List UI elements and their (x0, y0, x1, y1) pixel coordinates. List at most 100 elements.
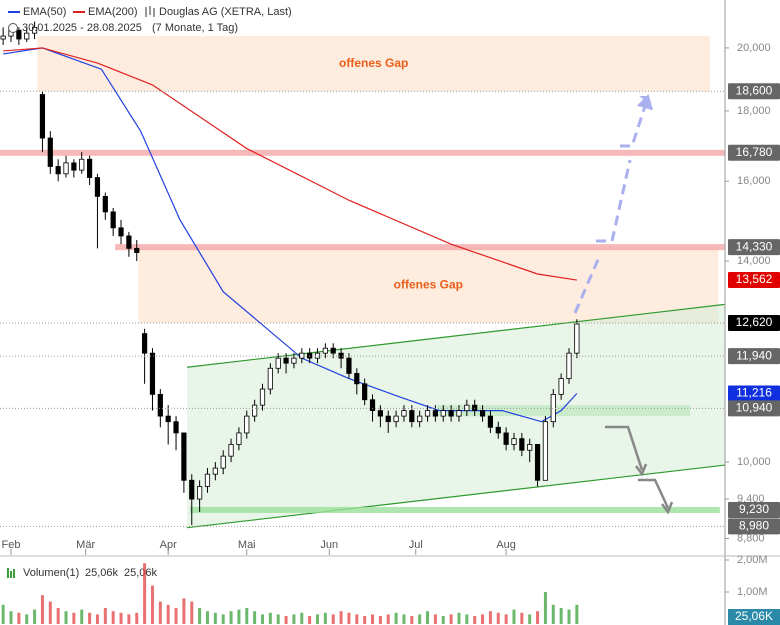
volume-bar (473, 616, 477, 624)
y-tick-label: 20,000 (737, 42, 771, 54)
volume-icon (7, 568, 15, 578)
legend: EMA(50) EMA(200) Douglas AG (XETRA, Last… (7, 6, 292, 579)
candle-body (94, 177, 101, 197)
volume-bar (103, 608, 107, 624)
volume-title: Volumen(1) (23, 567, 79, 579)
volume-bar (253, 611, 257, 624)
volume-bar (64, 611, 68, 624)
level-box (728, 83, 780, 100)
volume-bar (182, 598, 186, 624)
level-box (728, 348, 780, 365)
candle-body (448, 410, 454, 417)
candle-body (275, 357, 281, 369)
x-tick-label: Jun (320, 539, 338, 551)
candle-body (322, 347, 328, 354)
y-tick-label: 18,000 (737, 105, 771, 117)
volume-bar (551, 604, 555, 624)
volume-bar (426, 611, 430, 624)
volume-bar (174, 608, 178, 624)
level-box (728, 144, 780, 161)
x-tick-label: Mär (76, 539, 95, 551)
volume-bar (213, 612, 217, 624)
down-arrow (605, 425, 670, 509)
y-tick-label: 16,000 (737, 175, 771, 187)
volume-bar (40, 595, 44, 624)
volume-bar (150, 585, 154, 624)
volume-bar (371, 614, 375, 624)
level-box (728, 315, 780, 332)
candle-body (173, 421, 179, 434)
volume-bar (135, 612, 139, 624)
volume-bar (25, 614, 29, 624)
candle-icon (145, 6, 155, 17)
candle-body (456, 410, 462, 417)
volume-bar (441, 616, 445, 624)
arrow-head (637, 94, 653, 111)
x-tick-label: Feb (2, 539, 21, 551)
volume-bar (410, 616, 414, 624)
candle-body (362, 383, 368, 401)
level-label: 12,620 (736, 315, 773, 329)
level-box (728, 501, 780, 518)
volume-bar (567, 609, 571, 624)
level-label: 9,230 (739, 502, 769, 516)
volume-bar (88, 612, 92, 624)
candle-body (16, 29, 22, 40)
level-label: 25,06K (735, 609, 773, 623)
candle-body (566, 352, 572, 379)
y-tick-label: 10,000 (737, 456, 771, 468)
candle-body (252, 404, 258, 417)
zone-label: offenes Gap (394, 277, 463, 291)
candle-body (102, 195, 108, 213)
level-label: 16,780 (736, 145, 773, 159)
volume-bar (111, 611, 115, 624)
volume-bar (33, 609, 37, 624)
volume-bar (378, 616, 382, 624)
volume-bar (284, 616, 288, 624)
level-box (728, 272, 780, 289)
volume-bar (158, 601, 162, 624)
volume-readout: 25,06k (124, 567, 158, 579)
volume-bar (308, 616, 312, 624)
candle-body (244, 415, 250, 434)
candle-body (354, 373, 360, 385)
candle-body (63, 162, 69, 175)
candle-body (432, 410, 438, 417)
price-panel: offenes Gap offenes Gap (0, 21, 726, 529)
candle-body (47, 137, 53, 167)
candle-body (181, 432, 187, 481)
level-label: 13,562 (736, 272, 773, 286)
volume-bar (536, 611, 540, 624)
volume-bar (190, 601, 194, 624)
volume-readout: 25,06k (85, 567, 119, 579)
chart-title: Douglas AG (XETRA, Last) (159, 6, 292, 18)
volume-bar (457, 612, 461, 624)
volume-bar (56, 608, 60, 624)
channel-lower (186, 464, 726, 529)
candle-body (86, 158, 93, 178)
volume-bar (488, 611, 492, 624)
subtitle: 30.01.2025 - 28.08.2025 (22, 22, 142, 34)
volume-bar (268, 612, 272, 624)
volume-bar (520, 612, 524, 624)
volume-bar (229, 611, 233, 624)
volume-bar (355, 614, 359, 624)
band (190, 506, 720, 513)
volume-bar (245, 608, 249, 624)
candle-body (259, 388, 266, 406)
candle-body (479, 410, 486, 417)
volume-bar (80, 609, 84, 624)
band (0, 149, 725, 156)
zone-label: offenes Gap (339, 56, 408, 70)
volume-bar (260, 614, 264, 624)
candle-body (267, 367, 273, 390)
volume-bar (95, 614, 99, 624)
candle-body (424, 410, 431, 417)
candle-body (126, 235, 132, 249)
volume-bar (300, 612, 304, 624)
candle-body (157, 393, 163, 417)
candle-body (503, 432, 509, 445)
level-box (728, 385, 780, 402)
volume-bar (127, 614, 131, 624)
candle-body (527, 444, 533, 451)
